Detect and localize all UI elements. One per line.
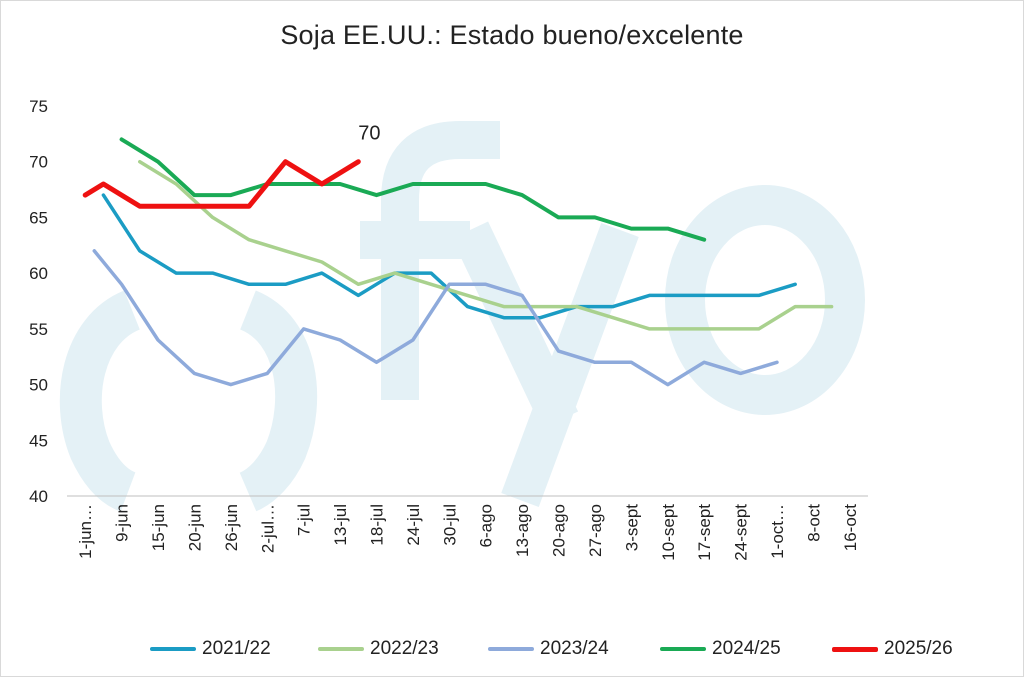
data-label: 70 xyxy=(358,123,380,145)
y-tick-label: 40 xyxy=(29,487,48,506)
x-axis-ticks: 1-jun… 9-jun 15-jun 20-jun 26-jun 2-jul… 7-jul… xyxy=(76,504,860,561)
watermark-f xyxy=(360,121,500,400)
legend-label: 2021/22 xyxy=(202,638,271,659)
x-tick-label: 24-sept xyxy=(732,504,751,561)
x-tick-label: 13-ago xyxy=(513,504,532,557)
legend-label: 2024/25 xyxy=(712,638,781,659)
legend-label: 2023/24 xyxy=(540,638,609,659)
y-tick-label: 45 xyxy=(29,431,48,450)
watermark-paren-left xyxy=(59,290,142,512)
watermark-paren-right xyxy=(238,290,318,512)
x-tick-label: 20-ago xyxy=(550,504,569,557)
series-line-2022-23 xyxy=(138,159,834,331)
series-line-2023-24 xyxy=(92,249,779,387)
x-tick-label: 16-oct xyxy=(841,504,860,552)
legend-item: 2022/23 xyxy=(318,638,439,660)
x-tick-label: 24-jul xyxy=(404,504,423,546)
legend-swatch xyxy=(488,647,534,651)
legend-item: 2023/24 xyxy=(488,638,609,660)
watermark-o xyxy=(665,185,865,415)
y-axis-ticks: 40 45 50 55 60 65 70 75 xyxy=(29,97,48,506)
y-tick-label: 60 xyxy=(29,264,48,283)
legend-swatch xyxy=(318,647,364,651)
x-tick-label: 18-jul xyxy=(367,504,386,546)
x-tick-label: 8-oct xyxy=(804,504,823,542)
x-tick-label: 26-jun xyxy=(222,504,241,551)
x-tick-label: 6-ago xyxy=(477,504,496,547)
legend-item: 2024/25 xyxy=(660,638,781,660)
y-tick-label: 65 xyxy=(29,208,48,227)
x-tick-label: 17-sept xyxy=(695,504,714,561)
legend-swatch xyxy=(832,646,878,652)
data-labels: 70 xyxy=(358,123,380,145)
x-tick-label: 1-oct… xyxy=(768,504,787,559)
x-tick-label: 15-jun xyxy=(149,504,168,551)
x-tick-label: 27-ago xyxy=(586,504,605,557)
fyo-watermark xyxy=(59,121,865,512)
chart-title: Soja EE.UU.: Estado bueno/excelente xyxy=(280,20,744,50)
legend-label: 2022/23 xyxy=(370,638,439,659)
series-lines xyxy=(82,137,834,387)
x-tick-label: 2-jul… xyxy=(258,504,277,553)
watermark-y xyxy=(451,221,639,507)
legend-swatch xyxy=(660,647,706,651)
y-tick-label: 50 xyxy=(29,376,48,395)
x-tick-label: 10-sept xyxy=(659,504,678,561)
legend-label: 2025/26 xyxy=(884,638,953,659)
series-line-2024-25 xyxy=(119,137,707,242)
legend-item: 2021/22 xyxy=(150,638,271,660)
legend-item: 2025/26 xyxy=(832,638,953,660)
y-tick-label: 75 xyxy=(29,97,48,116)
series-line-2025-26 xyxy=(82,159,361,209)
y-tick-label: 55 xyxy=(29,320,48,339)
x-tick-label: 7-jul xyxy=(295,504,314,536)
x-tick-label: 20-jun xyxy=(185,504,204,551)
x-tick-label: 1-jun… xyxy=(76,504,95,559)
legend-swatch xyxy=(150,647,196,651)
legend: 2021/22 2022/23 2023/24 2024/25 2025/26 xyxy=(0,638,1024,666)
x-tick-label: 13-jul xyxy=(331,504,350,546)
x-tick-label: 3-sept xyxy=(622,504,641,552)
x-tick-label: 30-jul xyxy=(440,504,459,546)
y-tick-label: 70 xyxy=(29,153,48,172)
x-tick-label: 9-jun xyxy=(113,504,132,542)
